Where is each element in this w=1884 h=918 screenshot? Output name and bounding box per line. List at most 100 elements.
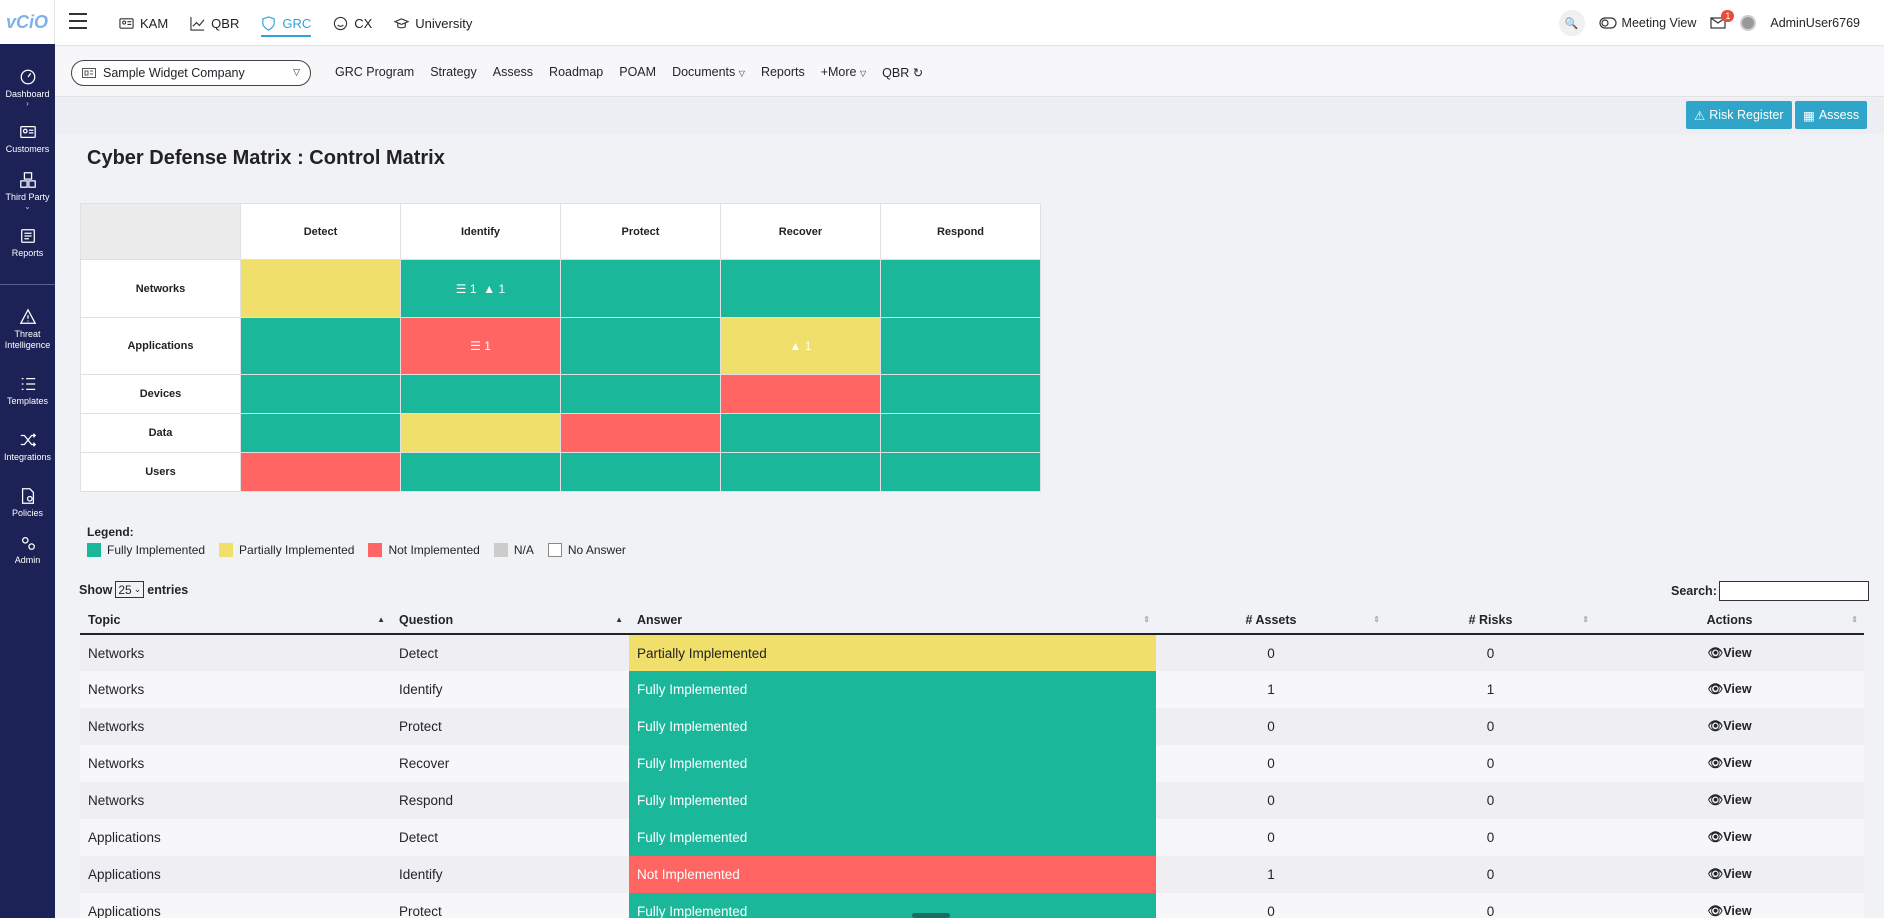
view-button[interactable]: 👁View (1595, 819, 1864, 856)
meeting-view-toggle[interactable]: Meeting View (1598, 16, 1696, 30)
legend-item: N/A (493, 543, 534, 557)
legend-item: Partially Implemented (219, 543, 354, 557)
matrix-cell[interactable] (240, 374, 401, 414)
risks-cell: 0 (1386, 634, 1595, 671)
matrix-cell[interactable] (560, 259, 721, 318)
col-header-answer[interactable]: Answer ⇕ (629, 606, 1156, 635)
subnav-more[interactable]: +More ▽ (820, 65, 867, 79)
matrix-cell[interactable] (560, 452, 721, 492)
company-select[interactable]: Sample Widget Company ▽ (71, 60, 311, 86)
answers-table: Topic ▲ Question ▲ Answer ⇕ # Assets ⇕ # Ris… (80, 606, 1864, 918)
matrix-cell[interactable] (720, 259, 881, 318)
matrix-cell[interactable] (880, 317, 1041, 375)
question-cell: Recover (391, 745, 629, 782)
topic-cell: Networks (80, 671, 391, 708)
matrix-cell[interactable]: ☰ 1 ▲ 1 (400, 259, 561, 318)
sidebar-item-admin[interactable]: Admin (0, 534, 55, 566)
assess-button[interactable]: ▦ Assess (1795, 101, 1868, 129)
col-header-assets[interactable]: # Assets ⇕ (1156, 606, 1386, 635)
matrix-cell[interactable] (720, 374, 881, 414)
sidebar-item-templates[interactable]: Templates (0, 375, 55, 407)
legend-swatch (493, 543, 508, 557)
matrix-cell[interactable] (880, 259, 1041, 318)
legend: Legend: Fully Implemented Partially Impl… (87, 525, 626, 557)
view-button[interactable]: 👁View (1595, 856, 1864, 893)
subnav-assess[interactable]: Assess (492, 65, 534, 79)
col-header-question[interactable]: Question ▲ (391, 606, 629, 635)
matrix-cell[interactable] (240, 452, 401, 492)
nav-university[interactable]: University (394, 0, 472, 46)
risk-register-button[interactable]: ⚠ Risk Register (1686, 101, 1792, 129)
assets-cell: 1 (1156, 671, 1386, 708)
subnav-strategy[interactable]: Strategy (430, 65, 477, 79)
matrix-cell[interactable] (560, 413, 721, 453)
subnav-reports[interactable]: Reports (760, 65, 805, 79)
nav-grc[interactable]: GRC (261, 0, 311, 46)
nav-cx[interactable]: CX (333, 0, 372, 46)
search-input[interactable] (1718, 581, 1869, 601)
topic-cell: Networks (80, 634, 391, 671)
view-button[interactable]: 👁View (1595, 634, 1864, 671)
sidebar-item-policies[interactable]: Policies (0, 487, 55, 519)
nav-kam[interactable]: KAM (119, 0, 168, 46)
subnav-documents[interactable]: Documents ▽ (672, 65, 745, 79)
search-icon[interactable]: 🔍 (1558, 10, 1585, 36)
eye-icon: 👁 (1707, 867, 1724, 881)
nav-qbr[interactable]: QBR (190, 0, 239, 46)
matrix-cell[interactable]: ☰ 1 (400, 317, 561, 375)
subnav-poam[interactable]: POAM (619, 65, 657, 79)
eye-icon: 👁 (1707, 793, 1724, 807)
matrix-cell[interactable] (720, 413, 881, 453)
chevron-right-icon: › (26, 99, 29, 108)
matrix-cell[interactable] (400, 413, 561, 453)
matrix-cell[interactable] (400, 374, 561, 414)
matrix-cell[interactable] (560, 317, 721, 375)
sidebar-item-customers[interactable]: Customers (0, 123, 55, 155)
control-matrix: Detect Identify Protect Recover Respond … (80, 203, 1041, 492)
matrix-cell[interactable] (880, 452, 1041, 492)
app-logo[interactable]: vCiO (0, 0, 55, 44)
sidebar-item-threat-intelligence[interactable]: Threat Intelligence (0, 308, 55, 351)
horizontal-scroll-thumb[interactable] (912, 913, 950, 918)
dashboard-icon (20, 69, 35, 85)
col-header-actions[interactable]: Actions ⇕ (1595, 606, 1864, 635)
matrix-row-header: Data (80, 413, 241, 453)
sidebar-item-third-party[interactable]: Third Party ⌄ (0, 171, 55, 211)
sidebar-item-integrations[interactable]: Integrations (0, 431, 55, 463)
sidebar-item-reports[interactable]: Reports (0, 227, 55, 259)
subnav-roadmap[interactable]: Roadmap (549, 65, 604, 79)
view-button[interactable]: 👁View (1595, 671, 1864, 708)
matrix-cell[interactable] (880, 413, 1041, 453)
matrix-cell[interactable] (560, 374, 721, 414)
refresh-icon: ↻ (912, 65, 924, 80)
matrix-cell[interactable] (400, 452, 561, 492)
matrix-cell[interactable] (240, 317, 401, 375)
view-button[interactable]: 👁View (1595, 708, 1864, 745)
matrix-cell[interactable]: ▲ 1 (720, 317, 881, 375)
matrix-cell[interactable] (880, 374, 1041, 414)
view-button[interactable]: 👁View (1595, 745, 1864, 782)
col-header-topic[interactable]: Topic ▲ (80, 606, 391, 635)
col-header-risks[interactable]: # Risks ⇕ (1386, 606, 1595, 635)
legend-swatch (368, 543, 383, 557)
matrix-cell[interactable] (720, 452, 881, 492)
mail-button[interactable]: 1 (1710, 10, 1735, 29)
assets-cell: 1 (1156, 856, 1386, 893)
question-cell: Detect (391, 819, 629, 856)
sidebar-item-dashboard[interactable]: Dashboard › (0, 68, 55, 108)
matrix-row-header: Devices (80, 374, 241, 414)
top-nav: KAM QBR GRC CX University (119, 0, 472, 46)
user-name[interactable]: AdminUser6769 (1770, 16, 1860, 30)
avatar[interactable] (1740, 15, 1757, 31)
matrix-cell[interactable] (240, 413, 401, 453)
view-button[interactable]: 👁View (1595, 893, 1864, 918)
subnav-grc-program[interactable]: GRC Program (335, 65, 415, 79)
subnav-qbr[interactable]: QBR ↻ (882, 65, 924, 80)
entries-select[interactable]: 25 ⌄ (115, 581, 145, 598)
caret-down-icon: ▽ (293, 67, 300, 77)
eye-icon: 👁 (1707, 830, 1724, 844)
matrix-col-header: Respond (880, 203, 1041, 260)
hamburger-menu-icon[interactable] (69, 13, 87, 34)
view-button[interactable]: 👁View (1595, 782, 1864, 819)
matrix-cell[interactable] (240, 259, 401, 318)
